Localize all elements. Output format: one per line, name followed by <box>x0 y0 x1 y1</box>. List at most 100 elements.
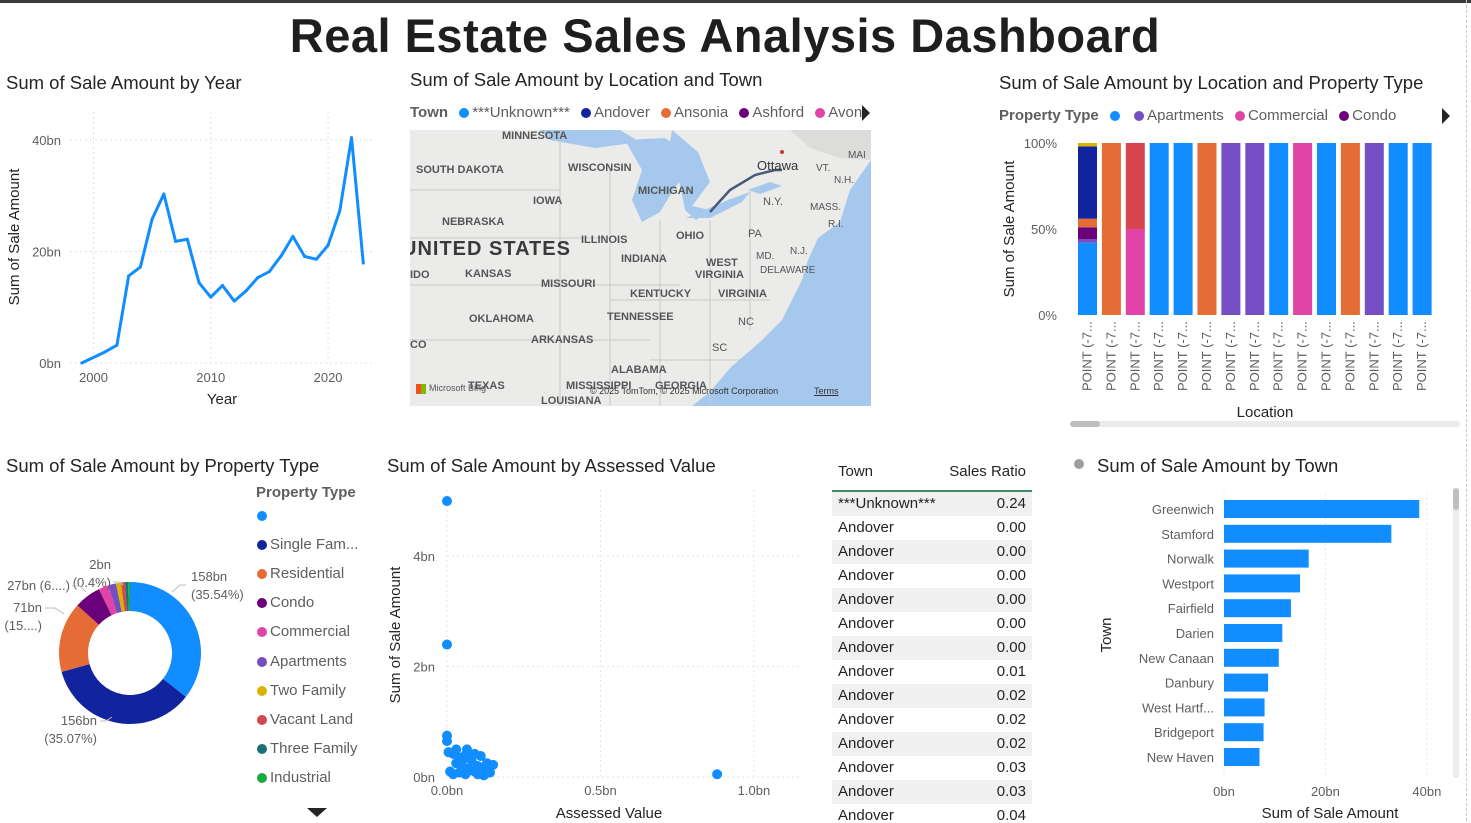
table-row[interactable]: Andover 0.03 <box>832 756 1032 780</box>
donut-legend-item[interactable]: Condo <box>256 594 314 611</box>
donut-legend-item[interactable]: Industrial <box>256 769 331 786</box>
legend-dot <box>257 714 267 725</box>
x-tick-label: POINT (-7... <box>1366 321 1381 391</box>
donut-legend-item[interactable] <box>256 507 270 524</box>
map-legend-item[interactable]: Avon <box>828 104 863 121</box>
table-row[interactable]: Andover 0.02 <box>832 732 1032 756</box>
y-axis-title: Sum of Sale Amount <box>6 168 23 306</box>
donut-legend-item[interactable]: Single Fam... <box>256 536 358 553</box>
table-row[interactable]: Andover 0.04 <box>832 804 1032 823</box>
vertical-scrollbar-track <box>1453 488 1459 778</box>
donut-legend-item[interactable]: Apartments <box>256 653 347 670</box>
bar-segment <box>1078 143 1097 147</box>
table-row[interactable]: Andover 0.02 <box>832 708 1032 732</box>
legend-dot <box>580 108 591 119</box>
column-sales-ratio[interactable]: Sales Ratio <box>949 463 1026 480</box>
table-row[interactable]: Andover 0.00 <box>832 588 1032 612</box>
year-line-chart[interactable]: 0bn 20bn 40bn 2000 2010 2020 Year Sum of Sale A… <box>0 100 380 420</box>
y-tick-label: New Canaan <box>1139 651 1214 666</box>
lake-superior <box>540 130 640 148</box>
legend-dot <box>257 772 267 783</box>
map-label: N.J. <box>790 246 808 257</box>
town-bar <box>1224 574 1301 593</box>
map-copyright: © 2025 TomTom, © 2025 Microsoft Corporat… <box>590 386 779 396</box>
map-label: WEST <box>706 257 738 269</box>
table-row[interactable]: ***Unknown*** 0.24 <box>832 492 1032 516</box>
location-legend-item[interactable]: Apartments <box>1147 107 1224 124</box>
legend-next-arrow-icon[interactable] <box>1440 107 1452 125</box>
donut-legend-item[interactable]: Three Family <box>256 740 358 757</box>
x-tick-label: POINT (-7... <box>1414 321 1429 391</box>
map-label: GEORGIA <box>655 380 707 392</box>
cell-sales-ratio: 0.00 <box>996 567 1026 584</box>
scatter-point <box>442 496 452 507</box>
table-row[interactable]: Andover 0.00 <box>832 516 1032 540</box>
donut-legend-item[interactable]: Vacant Land <box>256 711 353 728</box>
map-legend-item[interactable]: ***Unknown*** <box>472 104 570 121</box>
table-row[interactable]: Andover 0.03 <box>832 780 1032 804</box>
bing-logo-icon <box>416 384 426 394</box>
donut-legend-title: Property Type <box>256 484 356 501</box>
legend-label: Single Fam... <box>270 536 359 554</box>
y-tick-label: 20bn <box>32 244 61 259</box>
donut-legend-item[interactable]: Commercial <box>256 623 350 640</box>
town-bar <box>1224 599 1291 618</box>
table-row[interactable]: Andover 0.00 <box>832 636 1032 660</box>
map-label: Ottawa <box>757 158 799 173</box>
table-row[interactable]: Andover 0.00 <box>832 564 1032 588</box>
table-row[interactable]: Andover 0.02 <box>832 684 1032 708</box>
donut-legend-item[interactable]: Two Family <box>256 682 346 699</box>
bar-segment <box>1317 143 1336 315</box>
map-visual[interactable]: MINNESOTA SOUTH DAKOTA WISCONSIN MICHIGA… <box>410 130 871 406</box>
donut-slice <box>59 605 99 672</box>
map-label: N.H. <box>834 175 854 186</box>
cell-town: Andover <box>838 663 894 680</box>
map-terms-link[interactable]: Terms <box>814 386 839 396</box>
map-label: MINNESOTA <box>502 130 568 142</box>
x-tick-label: 1.0bn <box>738 783 771 798</box>
data-point <box>279 254 283 258</box>
map-legend-title: Town <box>410 104 449 121</box>
cell-town: Andover <box>838 711 894 728</box>
y-tick-label: Greenwich <box>1152 502 1214 517</box>
location-stacked-chart[interactable]: 0% 50% 100% POINT (-7... POINT (-7... POINT (… <box>995 130 1460 430</box>
cell-sales-ratio: 0.00 <box>996 543 1026 560</box>
map-legend-item[interactable]: Andover <box>593 104 650 121</box>
cell-town: Andover <box>838 519 894 536</box>
table-row[interactable]: Andover 0.00 <box>832 612 1032 636</box>
assessed-scatter-chart[interactable]: 0bn 2bn 4bn 0.0bn 0.5bn 1.0bn Assessed Value Su… <box>380 480 810 821</box>
y-tick-label: Danbury <box>1165 676 1215 691</box>
map-label: ARKANSAS <box>531 334 594 346</box>
location-legend-item[interactable]: Commercial <box>1247 107 1328 124</box>
state-borders <box>410 130 770 406</box>
town-bar-chart[interactable]: 0bn 20bn 40bn Greenwich Stamford Norwalk Westp… <box>1090 485 1465 821</box>
sales-ratio-table: Town Sales Ratio ***Unknown*** 0.24 Andove… <box>832 462 1032 823</box>
legend-label: Commercial <box>270 623 351 641</box>
map-legend-item[interactable]: Ashford <box>752 104 805 121</box>
scatter-point <box>488 759 499 770</box>
focus-mode-icon[interactable] <box>1073 458 1085 470</box>
donut-legend-item[interactable]: Residential <box>256 565 344 582</box>
data-point <box>185 237 189 241</box>
location-legend-item[interactable]: Condo <box>1352 107 1397 124</box>
property-donut-chart[interactable]: 158bn (35.54%) 156bn (35.07%) 71bn (15....) 27… <box>0 540 256 755</box>
leader-line <box>113 581 124 586</box>
x-tick-label: 2000 <box>79 370 108 385</box>
data-point <box>162 192 166 196</box>
table-row[interactable]: Andover 0.01 <box>832 660 1032 684</box>
data-point <box>244 289 248 293</box>
legend-scroll-down-icon[interactable] <box>305 806 329 820</box>
legend-dot <box>1134 111 1145 122</box>
bar-segment <box>1221 143 1241 315</box>
table-row[interactable]: Andover 0.00 <box>832 540 1032 564</box>
column-town[interactable]: Town <box>838 463 874 480</box>
cell-town: Andover <box>838 735 894 752</box>
legend-next-arrow-icon[interactable] <box>860 104 872 122</box>
bar-segment <box>1197 143 1217 315</box>
cell-town: ***Unknown*** <box>838 495 936 512</box>
leader-line <box>100 716 113 722</box>
map-legend-item[interactable]: Ansonia <box>674 104 729 121</box>
canada-land <box>790 130 871 160</box>
x-tick-label: POINT (-7... <box>1151 321 1166 391</box>
town-bar <box>1224 624 1283 642</box>
